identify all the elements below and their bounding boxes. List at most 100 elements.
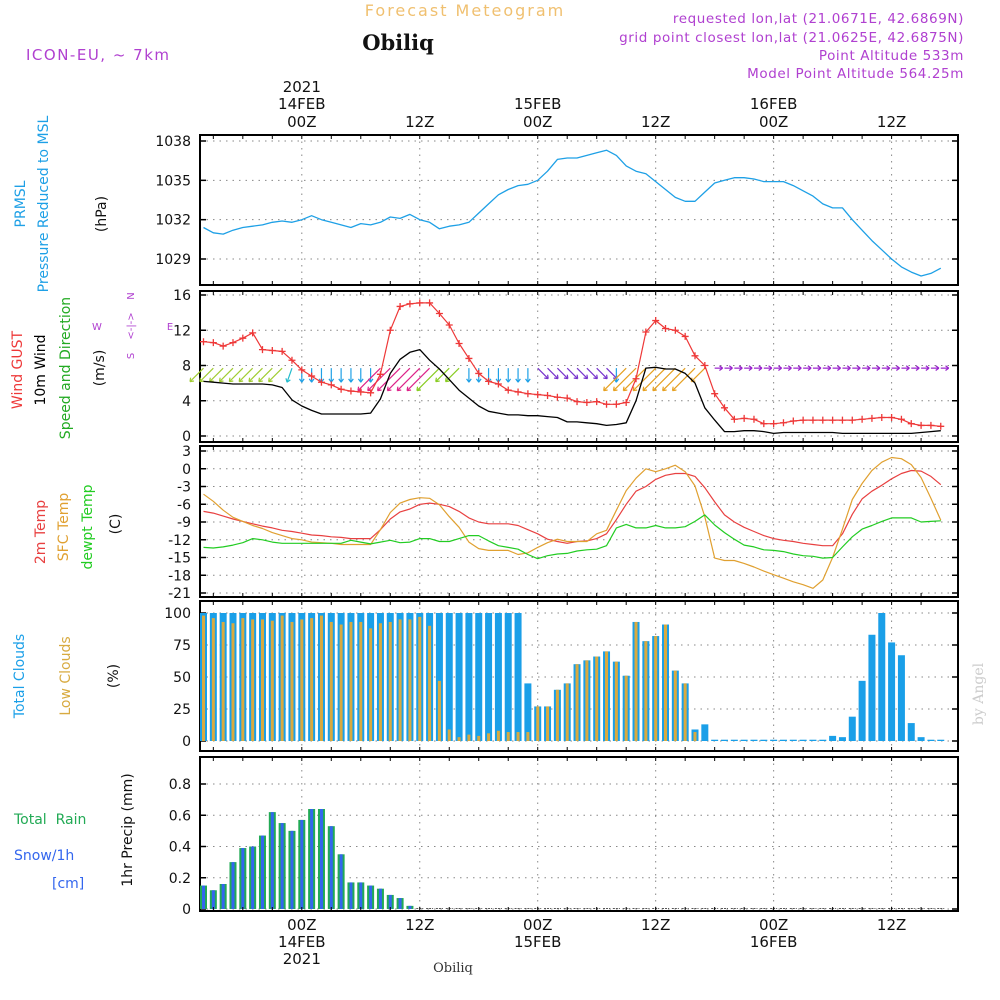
top-time-label: 15FEB	[514, 95, 561, 113]
ytick-label-precip: 0	[182, 902, 191, 918]
wind-arrow-head	[886, 365, 891, 371]
snow-bar	[290, 830, 294, 909]
cloud-label-total: Total Clouds	[12, 634, 28, 719]
snow-bar	[211, 890, 215, 909]
low-cloud-bar	[546, 706, 550, 741]
gust-marker	[278, 347, 286, 355]
wind-arrow-head	[218, 377, 224, 383]
wind-arrow	[566, 367, 579, 380]
panel-frame-wind	[199, 290, 959, 443]
gust-marker	[907, 420, 915, 428]
pressure-unit: (hPa)	[94, 196, 110, 232]
gust-marker	[268, 347, 276, 355]
precip-unit: 1hr Precip (mm)	[120, 773, 136, 886]
wind-arrow-head	[866, 365, 871, 371]
series-lines	[200, 149, 945, 589]
low-cloud-bar	[369, 628, 373, 741]
total-cloud-bar	[917, 737, 925, 741]
requested-coords: requested lon,lat (21.0671E, 42.6869N)	[673, 11, 964, 27]
pressure-label-prmsl: PRMSL	[13, 180, 29, 227]
gust-marker	[524, 390, 532, 398]
low-cloud-bar	[624, 675, 628, 741]
wind-arrow-head	[199, 377, 204, 383]
ytick-label-precip: 0.8	[169, 777, 191, 793]
wind-arrow-head	[935, 365, 940, 371]
footer-location: Obiliq	[433, 961, 473, 976]
gust-marker	[485, 377, 493, 385]
total-cloud-bar	[897, 655, 905, 741]
wind-arrow	[652, 367, 676, 392]
snow-bar	[231, 862, 235, 909]
total-cloud-bar	[878, 613, 886, 741]
wind-arrow-head	[905, 365, 910, 371]
total-cloud-bar	[770, 739, 778, 741]
panel-frame-precip	[199, 756, 959, 912]
gust-marker	[504, 386, 512, 394]
wind-arrow-head	[544, 374, 549, 380]
low-cloud-bar	[683, 683, 687, 741]
wind-arrow	[258, 367, 273, 383]
total-cloud-bar	[504, 613, 512, 741]
pressure-line	[203, 149, 942, 277]
ytick-label-wind: 16	[173, 288, 191, 304]
ytick-label-pressure: 1032	[155, 213, 191, 229]
gust-marker	[258, 346, 266, 354]
low-cloud-bar	[654, 636, 658, 741]
wind-arrow-head	[662, 386, 667, 392]
total-cloud-bar	[760, 739, 768, 741]
ytick-label-temp: 0	[182, 462, 191, 478]
wind-arrow	[357, 367, 381, 392]
gust-marker	[652, 317, 660, 325]
wind-arrow-head	[728, 365, 733, 371]
wind-arrow-head	[444, 377, 450, 383]
gust-marker	[878, 413, 886, 421]
wind-arrow	[219, 367, 234, 383]
low-cloud-bar	[487, 733, 491, 741]
low-cloud-bar	[585, 660, 589, 741]
wind-arrow-head	[603, 386, 608, 392]
snow-bar	[378, 888, 382, 909]
gust-marker	[829, 416, 837, 424]
gust-marker	[720, 404, 728, 412]
total-cloud-bar	[524, 683, 532, 741]
ytick-label-temp: -21	[168, 586, 191, 602]
ytick-label-temp: -9	[177, 515, 191, 531]
wind-arrow-head	[406, 386, 412, 392]
low-cloud-bar	[349, 621, 353, 741]
gust-marker	[809, 416, 817, 424]
low-cloud-bar	[565, 683, 569, 741]
wind-arrow	[690, 367, 706, 383]
wind-arrow-head	[298, 378, 305, 383]
wind-arrow	[209, 367, 224, 383]
wind-arrow	[189, 367, 204, 383]
bottom-time-label: 2021	[283, 950, 321, 968]
snow-bar	[349, 882, 353, 909]
top-time-label: 00Z	[759, 113, 788, 131]
top-time-label: 12Z	[641, 113, 670, 131]
wind-label-10m: 10m Wind	[33, 334, 49, 405]
gust-marker	[819, 416, 827, 424]
compass-rose: <-|->	[126, 312, 137, 339]
wind-arrow	[406, 367, 431, 392]
snow-bar	[202, 885, 205, 909]
gust-marker	[603, 400, 611, 408]
wind-arrow-head	[525, 378, 531, 383]
gust-marker	[209, 339, 217, 347]
temp-dew-line	[203, 514, 941, 560]
cloud-label-low: Low Clouds	[58, 636, 74, 715]
total-cloud-bar	[888, 642, 896, 741]
wind-label-direction: Speed and Direction	[58, 297, 74, 439]
wind-arrow-head	[285, 378, 291, 383]
wind-arrow	[547, 367, 559, 380]
temp-labels: 2m Temp SFC Temp dewpt Temp (C)	[33, 484, 124, 569]
gust-marker	[937, 422, 945, 430]
wind-arrow	[377, 367, 401, 392]
temp-unit: (C)	[108, 514, 124, 535]
ytick-label-precip: 0.4	[169, 840, 191, 856]
wind-arrow	[556, 367, 569, 380]
snow-bar	[260, 835, 264, 909]
precip-label-snow: Snow/1h	[14, 848, 74, 864]
wind-arrow	[642, 367, 666, 392]
